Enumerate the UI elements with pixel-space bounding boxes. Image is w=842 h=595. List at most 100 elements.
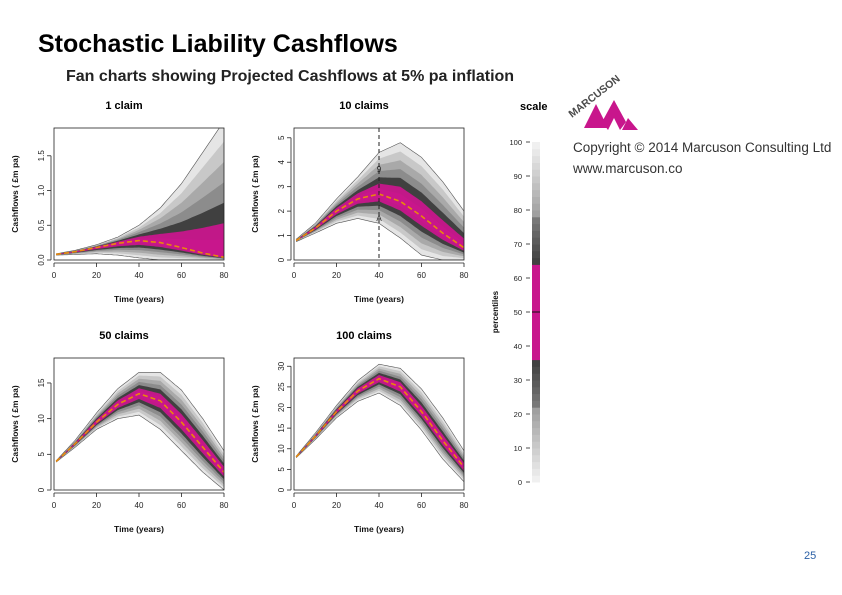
scale-tick-label: 80	[514, 206, 522, 215]
envelope-p95	[295, 142, 464, 240]
fan-chart-100-claims: 100 claims 0 20 40 60 80 0 5 10 15 20 25 30 Time (ye…	[248, 330, 480, 545]
scale-band	[532, 271, 540, 279]
y-axis-label: Cashflows ( £m pa)	[250, 385, 260, 463]
y-tick-label: 25	[277, 382, 286, 391]
y-axis-label: Cashflows ( £m pa)	[250, 155, 260, 233]
scale-tick-label: 90	[514, 172, 522, 181]
y-tick-label: 5	[37, 452, 46, 457]
scale-band	[532, 339, 540, 347]
envelope-p95	[295, 363, 464, 457]
scale-band	[532, 332, 540, 340]
scale-tick-label: 10	[514, 444, 522, 453]
envelope-p5	[295, 218, 464, 260]
scale-band	[532, 366, 540, 374]
scale-band	[532, 182, 540, 191]
y-tick-label: 1	[277, 233, 286, 238]
fan-band-4	[296, 177, 464, 253]
scale-band	[532, 148, 540, 157]
copyright-text: Copyright © 2014 Marcuson Consulting Ltd	[573, 140, 832, 155]
fan-band-3	[296, 370, 464, 476]
x-tick-label: 40	[135, 271, 144, 280]
scale-band	[532, 189, 540, 197]
y-tick-label: 0	[277, 257, 286, 262]
scale-band	[532, 176, 540, 184]
scale-band	[532, 441, 540, 449]
x-tick-label: 20	[92, 271, 101, 280]
scale-band	[532, 162, 540, 170]
scale-band	[532, 393, 540, 401]
x-tick-label: 40	[375, 271, 384, 280]
y-tick-label: 2	[277, 208, 286, 213]
scale-band	[532, 325, 540, 333]
fan-bands	[55, 128, 224, 260]
slide-title: Stochastic Liability Cashflows	[38, 30, 398, 58]
fan-chart-svg: 0 20 40 60 80 0 5 10 15 Time (years) Cashflows ( £…	[10, 357, 229, 534]
scale-band	[532, 312, 540, 320]
fan-chart-svg: 0 20 40 60 80 0 5 10 15 20 25 30 Time (years) Cashflo…	[250, 357, 469, 534]
y-axis-label: Cashflows ( £m pa)	[10, 385, 20, 463]
y-tick-label: 1.5	[37, 150, 46, 162]
scale-tick-label: 20	[514, 410, 522, 419]
x-tick-label: 60	[417, 271, 426, 280]
annotation: 9	[377, 165, 382, 174]
fan-band-1	[296, 366, 464, 480]
fan-chart-svg: 9 A 0 20 40 60 80 0 1 2 3 4 5 Time (years) Cashflows (…	[250, 127, 469, 304]
scale-band	[532, 210, 540, 218]
annotation: A	[376, 214, 382, 223]
scale-band	[532, 420, 540, 429]
y-axis-label: Cashflows ( £m pa)	[10, 155, 20, 233]
scale-band	[532, 434, 540, 442]
x-tick-label: 0	[292, 271, 297, 280]
scale-band	[532, 318, 540, 327]
scale-band	[532, 386, 540, 395]
page-number: 25	[804, 550, 817, 562]
x-tick-label: 0	[52, 271, 57, 280]
x-axis-label: Time (years)	[114, 524, 164, 534]
x-tick-label: 80	[220, 501, 229, 510]
scale-band	[532, 284, 540, 293]
scale-band	[532, 305, 540, 313]
chart-title: 1 claim	[105, 100, 143, 112]
marcuson-logo: MARCUSON	[566, 72, 646, 139]
y-tick-label: 0.0	[37, 254, 46, 266]
x-tick-label: 80	[220, 271, 229, 280]
scale-band	[532, 155, 540, 163]
x-tick-label: 80	[460, 501, 469, 510]
fan-bands	[295, 363, 464, 483]
x-tick-label: 40	[135, 501, 144, 510]
scale-band	[532, 359, 540, 367]
fan-bands	[55, 372, 224, 490]
x-tick-label: 0	[52, 501, 57, 510]
y-tick-label: 4	[277, 159, 286, 164]
fan-chart-1-claim: 1 claim 0 20 40 60 80 0.0 0.5 1.0 1.5 Time (years…	[8, 100, 240, 315]
x-tick-label: 60	[417, 501, 426, 510]
scale-band	[532, 298, 540, 306]
x-tick-label: 80	[460, 271, 469, 280]
scale-tick-label: 60	[514, 274, 522, 283]
fan-band-2	[56, 378, 224, 485]
x-tick-label: 60	[177, 501, 186, 510]
scale-band	[532, 264, 540, 272]
scale-title: scale	[520, 101, 548, 113]
y-tick-label: 0	[277, 487, 286, 492]
scale-band	[532, 352, 540, 361]
copyright-block: Copyright © 2014 Marcuson Consulting Ltd…	[573, 137, 831, 179]
plot-frame	[53, 127, 225, 261]
x-tick-label: 20	[332, 501, 341, 510]
y-tick-label: 10	[37, 414, 46, 423]
scale-band	[532, 142, 540, 150]
scale-band	[532, 346, 540, 354]
fan-band-6	[56, 390, 224, 475]
scale-band	[532, 250, 540, 259]
x-tick-label: 40	[375, 501, 384, 510]
fan-band-6	[56, 238, 224, 258]
envelope-p95	[56, 128, 220, 254]
x-tick-label: 60	[177, 271, 186, 280]
y-tick-label: 10	[277, 444, 286, 453]
scale-band	[532, 380, 540, 388]
fan-chart-10-claims: 10 claims 9 A 0 20 40 60 80 0 1 2 3 4 5 Time (years) C…	[248, 100, 480, 315]
plot-frame	[293, 127, 465, 261]
plot-frame	[293, 357, 465, 491]
chart-title: 100 claims	[336, 330, 392, 342]
chart-title: 10 claims	[339, 100, 389, 112]
